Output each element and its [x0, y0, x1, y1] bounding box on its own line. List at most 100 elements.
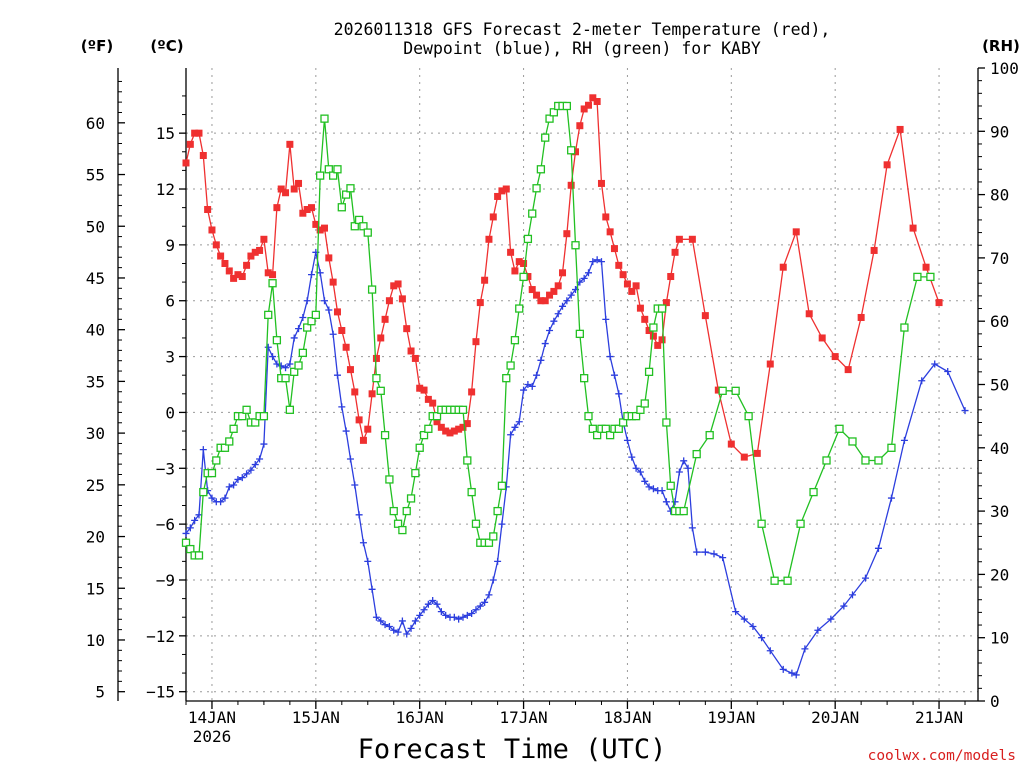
rh-tick-label: 20 — [990, 565, 1009, 584]
temperature-point — [528, 286, 536, 294]
rh-point — [484, 538, 494, 547]
temperature-point — [533, 291, 541, 299]
dewpoint-point — [381, 621, 389, 629]
temperature-point — [256, 246, 264, 254]
temperature-point — [277, 185, 285, 193]
temperature-point — [818, 334, 826, 342]
dewpoint-point — [701, 548, 709, 556]
dewpoint-point — [346, 455, 354, 463]
rh-point — [592, 430, 602, 440]
dewpoint-point — [658, 487, 666, 495]
dewpoint-point — [342, 427, 350, 435]
dewpoint-point — [533, 371, 541, 379]
temperature-point — [636, 304, 644, 312]
temperature-point — [922, 263, 930, 271]
temperature-point — [446, 429, 454, 437]
dewpoint-point — [182, 529, 190, 537]
temperature-point — [450, 427, 458, 435]
rh-point — [402, 506, 411, 516]
temperature-point — [442, 427, 450, 435]
dewpoint-point — [567, 291, 575, 299]
rh-point — [207, 468, 217, 478]
rh-point — [631, 411, 641, 421]
rh-point — [181, 538, 191, 547]
dewpoint-point — [282, 364, 290, 372]
dewpoint-point — [191, 516, 199, 524]
temperature-point — [182, 159, 190, 167]
temperature-point — [641, 315, 649, 323]
dewpoint-point — [788, 669, 796, 677]
temperature-point — [320, 224, 328, 232]
dewpoint-point — [507, 431, 515, 439]
rh-point — [493, 506, 502, 516]
dewpoint-point — [286, 360, 294, 368]
rh-point — [783, 576, 792, 585]
temperature-point — [286, 140, 294, 148]
rh-point — [549, 108, 559, 117]
dewpoint-point — [684, 464, 692, 472]
axis-ticks: 15129630−3−6−9−12−1560555045403530252015… — [86, 59, 1019, 746]
dewpoint-point — [740, 615, 748, 623]
celsius-tick-label: 9 — [165, 236, 175, 255]
dewpoint-point — [792, 671, 800, 679]
dewpoint-point — [520, 386, 528, 394]
rh-tick-label: 100 — [990, 59, 1019, 78]
rh-point — [848, 437, 857, 446]
fahrenheit-tick-label: 60 — [86, 114, 105, 133]
dewpoint-point — [264, 343, 272, 351]
temperature-point — [654, 341, 662, 349]
temperature-point — [372, 354, 380, 362]
dewpoint-point — [247, 466, 255, 474]
dewpoint-point — [550, 317, 558, 325]
dewpoint-point — [299, 313, 307, 321]
temperature-point — [364, 425, 372, 433]
dewpoint-point — [359, 539, 367, 547]
rh-point — [822, 456, 831, 465]
dewpoint-point — [758, 634, 766, 642]
temperature-point — [312, 220, 320, 228]
temperature-point — [541, 297, 549, 305]
rh-point — [411, 468, 420, 478]
dewpoint-point — [230, 481, 238, 489]
rh-point — [320, 114, 329, 123]
rh-point — [523, 234, 533, 244]
rh-axis-title: (RH) — [982, 37, 1020, 55]
rh-point — [601, 424, 610, 433]
rh-point — [471, 519, 481, 528]
temperature-point — [537, 297, 545, 305]
rh-point — [662, 418, 671, 427]
rh-point — [718, 386, 727, 395]
temperature-point — [896, 125, 904, 133]
temperature-point — [476, 299, 484, 307]
rh-point — [264, 310, 273, 320]
dewpoint-point — [840, 602, 848, 610]
dewpoint-point — [749, 623, 757, 631]
temperature-point — [403, 325, 411, 333]
temperature-point — [225, 267, 233, 275]
dewpoint-point — [277, 362, 285, 370]
dewpoint-point — [563, 297, 571, 305]
rh-tick-label: 90 — [990, 122, 1009, 141]
rh-point — [541, 133, 550, 142]
day-tick-label: 15JAN — [292, 708, 340, 727]
rh-point — [380, 430, 390, 440]
temperature-point — [303, 205, 311, 213]
day-tick-label: 17JAN — [499, 708, 547, 727]
temperature-point — [805, 310, 813, 318]
rh-point — [268, 279, 277, 288]
temperature-point — [359, 436, 367, 444]
dewpoint-point — [243, 470, 251, 478]
temperature-point — [463, 420, 471, 428]
temperature-point — [485, 235, 493, 243]
rh-point — [311, 310, 320, 320]
temperature-point — [740, 453, 748, 461]
rh-point — [770, 576, 779, 585]
rh-point — [913, 272, 922, 282]
temperature-point — [199, 152, 207, 160]
celsius-tick-label: 3 — [165, 348, 175, 367]
rh-point — [502, 374, 511, 383]
temperature-point — [221, 259, 229, 267]
dewpoint-point — [511, 423, 519, 431]
temperature-point — [333, 308, 341, 316]
rh-point — [307, 317, 316, 326]
